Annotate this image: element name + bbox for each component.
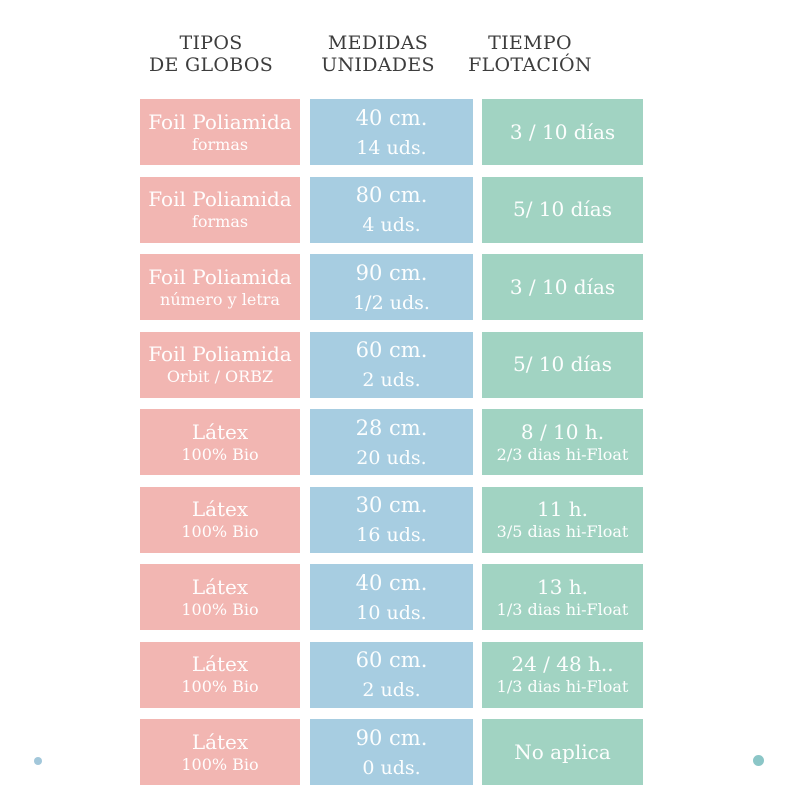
tiempo-subvalue: 3/5 dias hi-Float	[496, 522, 629, 541]
tiempo-value: No aplica	[514, 739, 611, 764]
tipo-cell: Foil Poliamida formas	[140, 99, 300, 165]
tiempo-value: 5/ 10 días	[512, 352, 612, 376]
table-row: Látex 100% Bio 90 cm. 0 uds. No aplica	[140, 719, 643, 785]
medida-cell: 60 cm. 2 uds.	[310, 331, 473, 398]
unidades-value: 20 uds.	[356, 446, 427, 469]
table-row: Látex 100% Bio 30 cm. 16 uds. 11 h. 3/5 …	[140, 486, 643, 553]
tiempo-cell: 5/ 10 días	[482, 331, 643, 398]
tipo-sublabel: 100% Bio	[181, 599, 259, 619]
unidades-value: 2 uds.	[362, 369, 421, 391]
tipo-label: Foil Poliamida	[148, 342, 292, 366]
table-row: Látex 100% Bio 60 cm. 2 uds. 24 / 48 h..…	[140, 641, 643, 708]
tiempo-value: 3 / 10 días	[509, 119, 616, 144]
column-header-medidas: MEDIDAS UNIDADES	[295, 32, 461, 76]
medida-value: 80 cm.	[355, 183, 428, 207]
tipo-label: Látex	[191, 729, 249, 754]
header-line: MEDIDAS	[327, 32, 429, 54]
header-line: DE GLOBOS	[148, 54, 274, 76]
tiempo-subvalue: 1/3 dias hi-Float	[496, 599, 629, 619]
medida-value: 40 cm.	[355, 570, 428, 595]
tipo-label: Látex	[191, 652, 249, 676]
tipo-cell: Látex 100% Bio	[140, 719, 300, 785]
tipo-cell: Látex 100% Bio	[140, 409, 300, 475]
tipo-sublabel: 100% Bio	[181, 444, 259, 464]
tiempo-cell: 24 / 48 h.. 1/3 dias hi-Float	[482, 641, 643, 708]
medida-value: 90 cm.	[355, 260, 428, 285]
medida-value: 90 cm.	[355, 725, 428, 750]
tipo-sublabel: 100% Bio	[181, 754, 259, 774]
medida-cell: 90 cm. 1/2 uds.	[310, 254, 473, 320]
tiempo-value: 8 / 10 h.	[520, 419, 605, 444]
medida-cell: 80 cm. 4 uds.	[310, 176, 473, 243]
tiempo-cell: 8 / 10 h. 2/3 dias hi-Float	[482, 409, 643, 475]
medida-cell: 60 cm. 2 uds.	[310, 641, 473, 708]
unidades-value: 2 uds.	[362, 679, 421, 701]
tipo-sublabel: 100% Bio	[181, 677, 259, 696]
tiempo-cell: No aplica	[482, 719, 643, 785]
medida-cell: 40 cm. 14 uds.	[310, 99, 473, 165]
tipo-cell: Foil Poliamida número y letra	[140, 254, 300, 320]
column-header-tiempo: TIEMPO FLOTACIÓN	[447, 32, 613, 76]
header-line: TIPOS	[179, 32, 243, 54]
tipo-cell: Foil Poliamida Orbit / ORBZ	[140, 331, 300, 398]
unidades-value: 4 uds.	[362, 214, 421, 236]
tiempo-value: 3 / 10 días	[509, 274, 616, 299]
tiempo-subvalue: 1/3 dias hi-Float	[496, 677, 629, 696]
tiempo-cell: 5/ 10 días	[482, 176, 643, 243]
tipo-sublabel: formas	[191, 134, 249, 154]
tiempo-value: 5/ 10 días	[512, 197, 612, 221]
tiempo-cell: 13 h. 1/3 dias hi-Float	[482, 564, 643, 630]
header-line: TIEMPO	[488, 32, 572, 54]
tipo-sublabel: 100% Bio	[181, 522, 259, 541]
table-row: Foil Poliamida Orbit / ORBZ 60 cm. 2 uds…	[140, 331, 643, 398]
table-body: Foil Poliamida formas 40 cm. 14 uds. 3 /…	[140, 99, 643, 797]
table-row: Látex 100% Bio 40 cm. 10 uds. 13 h. 1/3 …	[140, 564, 643, 630]
unidades-value: 1/2 uds.	[353, 291, 430, 314]
decorative-dot-blue	[34, 757, 42, 765]
tipo-cell: Látex 100% Bio	[140, 486, 300, 553]
tiempo-value: 24 / 48 h..	[511, 652, 614, 676]
tiempo-cell: 3 / 10 días	[482, 99, 643, 165]
tipo-cell: Látex 100% Bio	[140, 564, 300, 630]
tipo-label: Látex	[191, 574, 249, 599]
tipo-sublabel: número y letra	[160, 289, 280, 309]
table-row: Foil Poliamida número y letra 90 cm. 1/2…	[140, 254, 643, 320]
medida-cell: 30 cm. 16 uds.	[310, 486, 473, 553]
tipo-sublabel: formas	[191, 212, 249, 231]
tiempo-cell: 3 / 10 días	[482, 254, 643, 320]
tipo-sublabel: Orbit / ORBZ	[166, 367, 274, 386]
tiempo-cell: 11 h. 3/5 dias hi-Float	[482, 486, 643, 553]
medida-value: 30 cm.	[355, 493, 428, 517]
medida-value: 28 cm.	[355, 415, 428, 440]
table-row: Foil Poliamida formas 40 cm. 14 uds. 3 /…	[140, 99, 643, 165]
tipo-label: Látex	[191, 497, 249, 521]
tipo-label: Foil Poliamida	[148, 264, 292, 289]
tiempo-value: 11 h.	[536, 497, 589, 521]
unidades-value: 14 uds.	[356, 136, 427, 159]
medida-cell: 40 cm. 10 uds.	[310, 564, 473, 630]
header-line: UNIDADES	[321, 54, 435, 76]
tipo-label: Látex	[191, 419, 249, 444]
decorative-dot-teal	[753, 755, 764, 766]
medida-cell: 28 cm. 20 uds.	[310, 409, 473, 475]
header-line: FLOTACIÓN	[468, 54, 592, 76]
table-row: Foil Poliamida formas 80 cm. 4 uds. 5/ 1…	[140, 176, 643, 243]
tipo-label: Foil Poliamida	[148, 187, 292, 211]
unidades-value: 10 uds.	[356, 601, 427, 624]
medida-value: 60 cm.	[355, 648, 428, 672]
table-row: Látex 100% Bio 28 cm. 20 uds. 8 / 10 h. …	[140, 409, 643, 475]
medida-value: 60 cm.	[355, 338, 428, 362]
tiempo-value: 13 h.	[536, 574, 589, 599]
column-header-tipos: TIPOS DE GLOBOS	[128, 32, 294, 76]
medida-value: 40 cm.	[355, 105, 428, 130]
unidades-value: 16 uds.	[356, 524, 427, 546]
unidades-value: 0 uds.	[362, 756, 421, 779]
tiempo-subvalue: 2/3 dias hi-Float	[496, 444, 629, 464]
tipo-label: Foil Poliamida	[148, 109, 292, 134]
tipo-cell: Látex 100% Bio	[140, 641, 300, 708]
tipo-cell: Foil Poliamida formas	[140, 176, 300, 243]
medida-cell: 90 cm. 0 uds.	[310, 719, 473, 785]
